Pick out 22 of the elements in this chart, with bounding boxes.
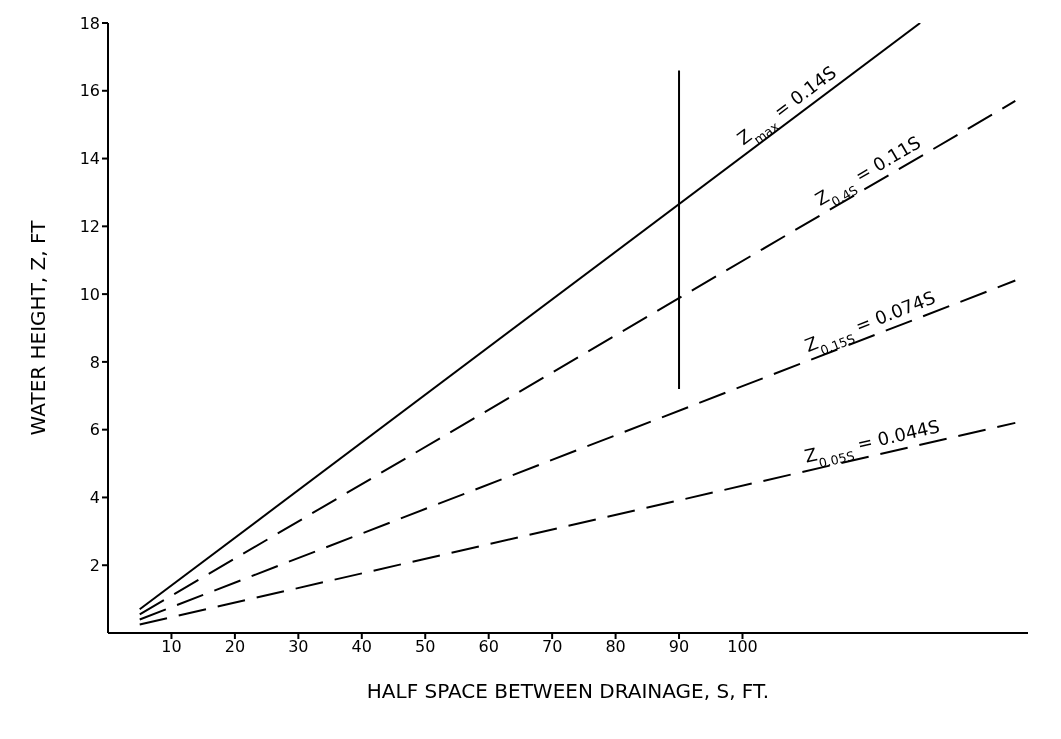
x-tick-label: 30 [288,637,309,657]
y-tick-label: 4 [89,488,100,508]
x-tick-label: 10 [161,637,182,657]
x-tick-label: 80 [605,637,626,657]
y-tick-label: 10 [79,284,100,304]
y-tick-label: 18 [79,13,100,33]
y-tick-label: 6 [89,420,100,440]
x-tick-label: 40 [351,637,372,657]
y-tick-label: 16 [79,81,100,101]
x-tick-label: 20 [224,637,246,657]
y-tick-label: 8 [89,352,100,372]
x-tick-label: 60 [478,637,499,657]
x-axis-title: HALF SPACE BETWEEN DRAINAGE, S, FT. [366,679,770,703]
text: Z$_{0.05S}$ = 0.044S [802,415,942,471]
x-tick-label: 90 [668,637,690,657]
y-axis-title: WATER HEIGHT, Z, FT [26,219,51,436]
x-tick-label: 70 [541,637,563,657]
y-tick-label: 2 [89,555,100,575]
x-tick-label: 50 [415,637,436,657]
y-tick-label: 14 [79,149,100,169]
y-tick-label: 12 [79,217,100,237]
x-tick-label: 100 [727,637,758,657]
